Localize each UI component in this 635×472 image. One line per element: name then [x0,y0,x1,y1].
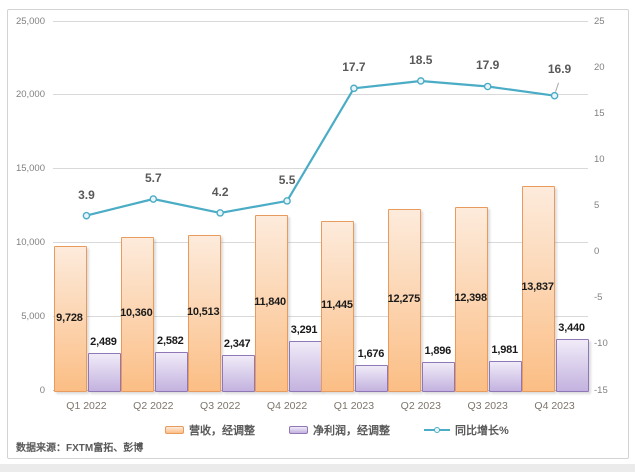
legend-item-profit: 净利润，经调整 [289,422,390,438]
page-background-strip [0,464,635,472]
legend-label-profit: 净利润，经调整 [313,425,390,437]
legend-label-growth: 同比增长% [455,425,509,437]
legend-item-growth: 同比增长% [424,422,509,438]
legend-item-revenue: 营收，经调整 [165,422,255,438]
growth-line-swatch-icon [424,426,450,434]
legend: 营收，经调整 净利润，经调整 同比增长% [165,422,509,438]
profit-swatch-icon [289,426,308,434]
chart-frame [7,9,629,459]
revenue-swatch-icon [165,426,184,434]
source-note: 数据来源：FXTM富拓、彭博 [16,443,144,454]
legend-label-revenue: 营收，经调整 [189,425,255,437]
